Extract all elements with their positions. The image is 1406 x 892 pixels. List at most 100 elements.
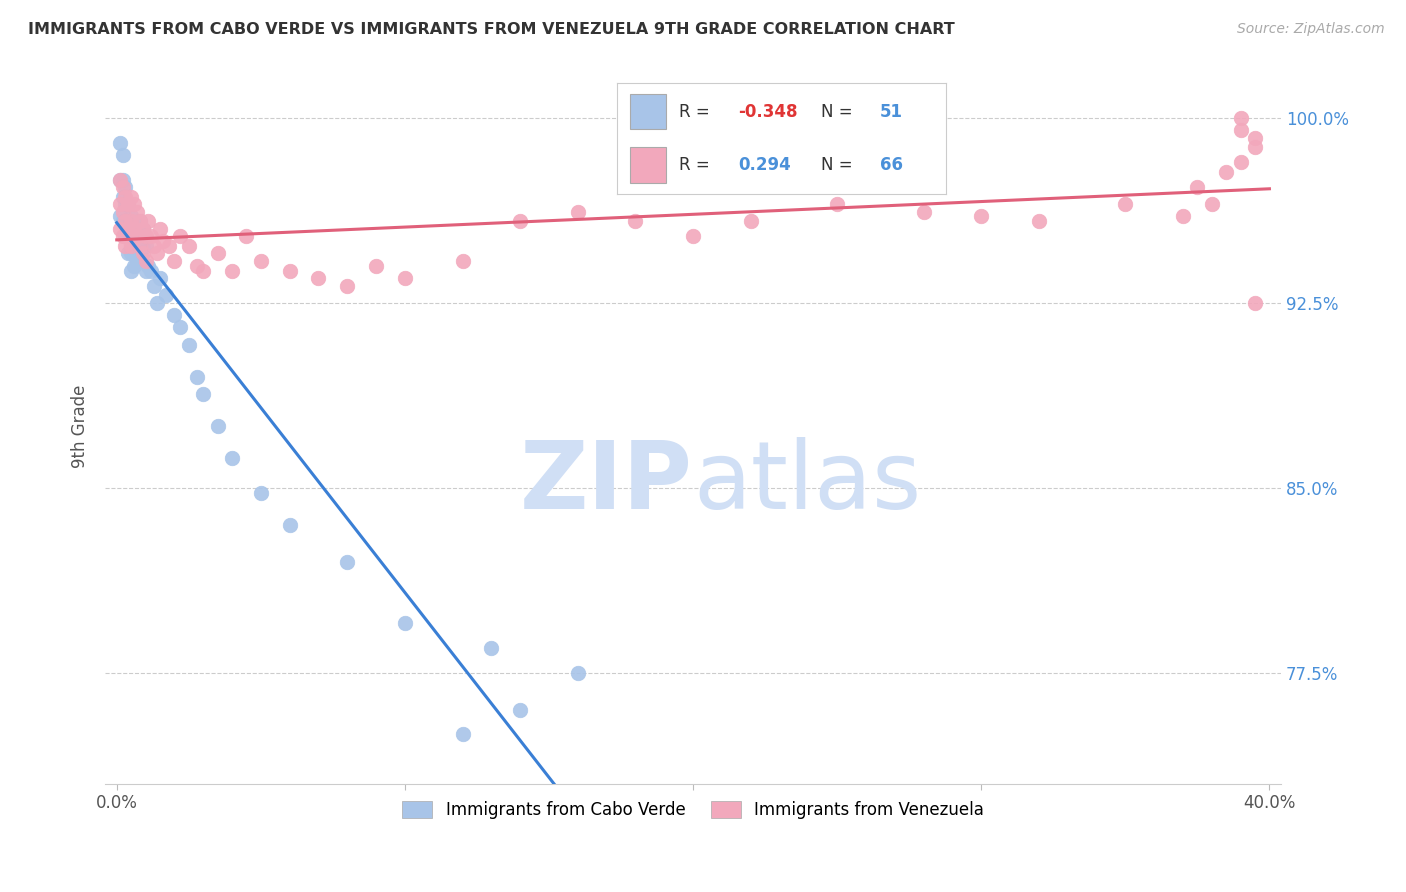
- Point: [163, 253, 186, 268]
- Point: [1244, 140, 1267, 154]
- Point: [131, 239, 153, 253]
- Point: [135, 239, 157, 253]
- Point: [117, 197, 139, 211]
- Point: [207, 246, 229, 260]
- Text: IMMIGRANTS FROM CABO VERDE VS IMMIGRANTS FROM VENEZUELA 9TH GRADE CORRELATION CH: IMMIGRANTS FROM CABO VERDE VS IMMIGRANTS…: [28, 22, 955, 37]
- Point: [114, 190, 136, 204]
- Point: [128, 246, 150, 260]
- Point: [186, 369, 208, 384]
- Point: [193, 264, 215, 278]
- Point: [308, 271, 330, 285]
- Point: [682, 229, 704, 244]
- Point: [108, 197, 131, 211]
- Point: [1028, 214, 1050, 228]
- Point: [479, 641, 502, 656]
- Point: [111, 180, 134, 194]
- Point: [122, 259, 145, 273]
- Point: [146, 246, 169, 260]
- Point: [1229, 155, 1251, 169]
- Point: [394, 616, 416, 631]
- Point: [1229, 123, 1251, 137]
- Point: [111, 190, 134, 204]
- Point: [155, 288, 177, 302]
- Text: ZIP: ZIP: [520, 437, 693, 529]
- Point: [117, 197, 139, 211]
- Point: [970, 210, 993, 224]
- Point: [740, 214, 762, 228]
- Point: [451, 727, 474, 741]
- Point: [825, 197, 848, 211]
- Point: [117, 214, 139, 228]
- Point: [108, 222, 131, 236]
- Point: [122, 222, 145, 236]
- Point: [135, 229, 157, 244]
- Point: [125, 229, 148, 244]
- Point: [108, 210, 131, 224]
- Point: [117, 246, 139, 260]
- Point: [111, 148, 134, 162]
- Point: [1114, 197, 1136, 211]
- Point: [108, 172, 131, 186]
- Point: [207, 419, 229, 434]
- Point: [149, 271, 172, 285]
- Point: [1244, 130, 1267, 145]
- Point: [250, 253, 273, 268]
- Point: [117, 222, 139, 236]
- Point: [128, 214, 150, 228]
- Point: [221, 264, 243, 278]
- Point: [111, 229, 134, 244]
- Point: [221, 451, 243, 466]
- Point: [131, 222, 153, 236]
- Point: [193, 387, 215, 401]
- Point: [163, 308, 186, 322]
- Legend: Immigrants from Cabo Verde, Immigrants from Venezuela: Immigrants from Cabo Verde, Immigrants f…: [395, 794, 990, 825]
- Point: [169, 320, 191, 334]
- Point: [278, 264, 301, 278]
- Point: [120, 214, 142, 228]
- Point: [117, 229, 139, 244]
- Point: [138, 259, 160, 273]
- Point: [120, 246, 142, 260]
- Point: [451, 253, 474, 268]
- Point: [138, 214, 160, 228]
- Point: [177, 337, 200, 351]
- Point: [111, 204, 134, 219]
- Text: Source: ZipAtlas.com: Source: ZipAtlas.com: [1237, 22, 1385, 37]
- Point: [108, 136, 131, 150]
- Point: [1244, 295, 1267, 310]
- Point: [114, 239, 136, 253]
- Point: [1187, 180, 1209, 194]
- Point: [114, 214, 136, 228]
- Point: [128, 214, 150, 228]
- Point: [1171, 210, 1194, 224]
- Point: [152, 234, 174, 248]
- Point: [567, 204, 589, 219]
- Point: [135, 264, 157, 278]
- Point: [143, 278, 166, 293]
- Point: [122, 197, 145, 211]
- Point: [336, 555, 359, 569]
- Point: [624, 214, 647, 228]
- Point: [146, 295, 169, 310]
- Point: [131, 246, 153, 260]
- Point: [108, 172, 131, 186]
- Point: [169, 229, 191, 244]
- Point: [125, 253, 148, 268]
- Point: [235, 229, 257, 244]
- Point: [131, 222, 153, 236]
- Point: [125, 229, 148, 244]
- Point: [509, 703, 531, 717]
- Point: [122, 239, 145, 253]
- Point: [1229, 111, 1251, 125]
- Point: [567, 665, 589, 680]
- Point: [336, 278, 359, 293]
- Point: [157, 239, 180, 253]
- Point: [141, 264, 163, 278]
- Point: [135, 253, 157, 268]
- Point: [364, 259, 387, 273]
- Y-axis label: 9th Grade: 9th Grade: [72, 384, 89, 467]
- Point: [141, 229, 163, 244]
- Point: [122, 222, 145, 236]
- Point: [177, 239, 200, 253]
- Point: [114, 197, 136, 211]
